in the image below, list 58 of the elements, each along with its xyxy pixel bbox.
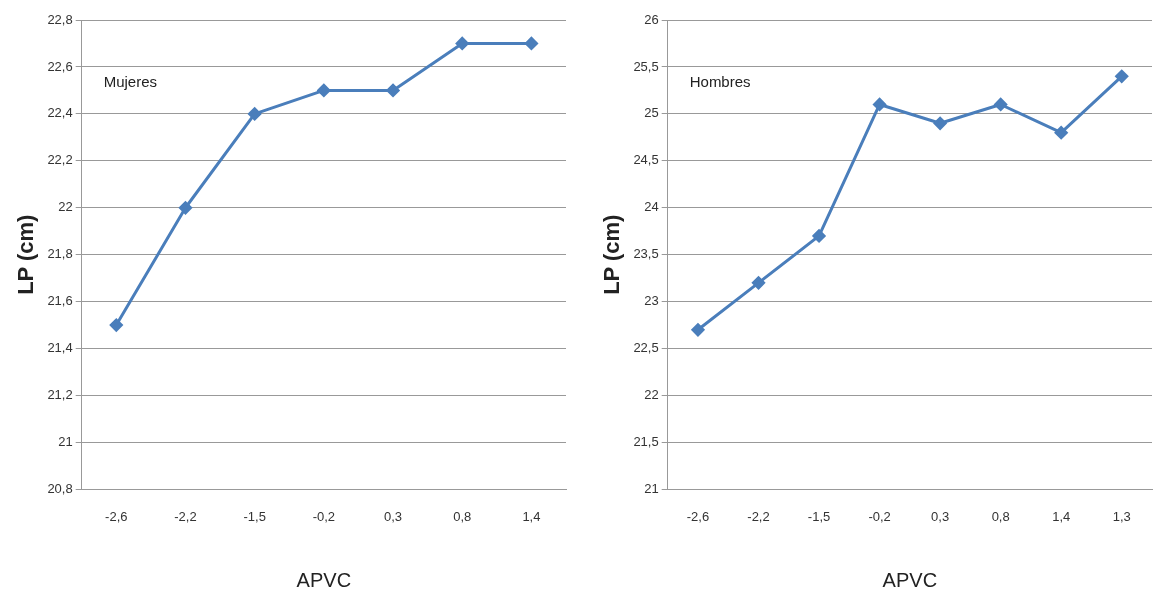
point bbox=[386, 83, 400, 97]
point bbox=[691, 323, 705, 337]
x-tick-label: 0,8 bbox=[991, 508, 1010, 524]
point bbox=[524, 36, 538, 50]
y-tick-label: 21,5 bbox=[633, 434, 659, 450]
x-tick-label: -2,6 bbox=[105, 508, 128, 524]
x-tick-label: 0,3 bbox=[384, 508, 403, 524]
x-tick-label: 1,3 bbox=[1112, 508, 1131, 524]
y-tick-label: 20,8 bbox=[47, 480, 73, 496]
x-tick-label: -2,6 bbox=[686, 508, 710, 524]
point bbox=[248, 107, 262, 121]
x-tick-label: 0,8 bbox=[453, 508, 472, 524]
y-tick-label: 26 bbox=[644, 11, 659, 27]
x-tick-label: -0,2 bbox=[868, 508, 891, 524]
y-tick-label: 21,4 bbox=[47, 340, 73, 356]
y-axis-title: LP (cm) bbox=[599, 214, 625, 295]
y-tick-label: 23,5 bbox=[633, 246, 659, 262]
point bbox=[317, 83, 331, 97]
point bbox=[812, 229, 826, 243]
annotation: Mujeres bbox=[103, 72, 158, 90]
point bbox=[933, 116, 947, 130]
y-tick-label: 22 bbox=[644, 387, 659, 403]
y-tick-label: 21 bbox=[644, 480, 659, 496]
y-tick-label: 22,8 bbox=[47, 11, 73, 27]
x-tick-label: -2,2 bbox=[174, 508, 197, 524]
x-tick-label: 1,4 bbox=[1052, 508, 1071, 524]
y-tick-label: 21 bbox=[58, 434, 73, 450]
y-tick-label: 24,5 bbox=[633, 152, 659, 168]
annotation: Hombres bbox=[689, 72, 751, 90]
x-tick-label: -0,2 bbox=[312, 508, 336, 524]
point bbox=[1115, 69, 1129, 83]
y-tick-label: 21,6 bbox=[47, 293, 73, 309]
y-tick-label: 22,6 bbox=[47, 58, 73, 74]
point bbox=[994, 97, 1008, 111]
y-tick-label: 23 bbox=[644, 293, 659, 309]
x-tick-label: -1,5 bbox=[807, 508, 831, 524]
y-tick-label: 21,2 bbox=[47, 387, 73, 403]
point bbox=[455, 36, 469, 50]
y-tick-label: 22,5 bbox=[633, 340, 659, 356]
x-axis-title: APVC bbox=[882, 568, 938, 591]
point bbox=[109, 318, 123, 332]
x-tick-label: -2,2 bbox=[747, 508, 770, 524]
y-tick-label: 22 bbox=[58, 199, 73, 215]
x-tick-label: -1,5 bbox=[243, 508, 266, 524]
y-tick-label: 24 bbox=[644, 199, 659, 215]
y-tick-label: 25 bbox=[644, 105, 659, 121]
point bbox=[1054, 126, 1068, 140]
y-tick-label: 22,4 bbox=[47, 105, 73, 121]
x-tick-label: 1,4 bbox=[522, 508, 541, 524]
x-axis-title: APVC bbox=[296, 568, 352, 591]
y-tick-label: 21,8 bbox=[47, 246, 73, 262]
y-axis-title: LP (cm) bbox=[13, 214, 39, 295]
x-tick-label: 0,3 bbox=[931, 508, 950, 524]
y-tick-label: 22,2 bbox=[47, 152, 73, 168]
point bbox=[873, 97, 887, 111]
y-tick-label: 25,5 bbox=[633, 58, 659, 74]
point bbox=[178, 201, 192, 215]
point bbox=[752, 276, 766, 290]
